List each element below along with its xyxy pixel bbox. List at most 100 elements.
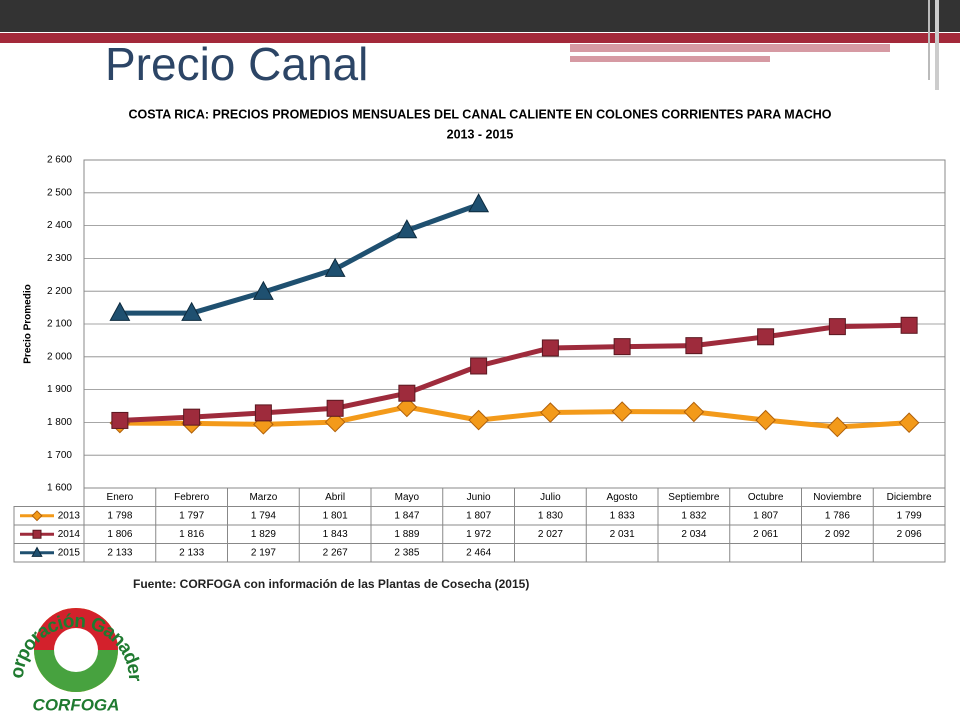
logo-name: CORFOGA <box>33 695 120 714</box>
x-tick-label: Marzo <box>249 492 277 503</box>
marker <box>611 401 633 422</box>
table-value: 1 801 <box>323 510 348 521</box>
marker <box>613 338 631 356</box>
marker <box>827 416 848 438</box>
legend-label: 2014 <box>58 529 81 540</box>
x-tick-label: Octubre <box>748 492 784 503</box>
table-value: 2 034 <box>681 529 706 540</box>
x-tick-label: Julio <box>540 492 561 503</box>
marker <box>470 357 488 375</box>
table-value: 1 889 <box>394 529 419 540</box>
legend-marker <box>32 529 42 539</box>
series-line <box>119 322 910 423</box>
y-tick-label: 2 100 <box>47 319 72 330</box>
table-value: 1 806 <box>107 529 132 540</box>
marker <box>898 412 920 434</box>
table-value: 1 847 <box>394 510 419 521</box>
x-tick-label: Mayo <box>395 492 420 503</box>
chart-title: COSTA RICA: PRECIOS PROMEDIOS MENSUALES … <box>128 107 831 121</box>
stripe-accent <box>570 56 770 62</box>
table-value: 2 267 <box>323 547 348 558</box>
table-value: 2 027 <box>538 529 563 540</box>
marker <box>324 411 346 433</box>
legend-marker <box>31 510 43 522</box>
marker <box>396 219 418 239</box>
marker <box>324 257 346 277</box>
table-value: 2 133 <box>107 547 132 558</box>
marker <box>183 408 201 426</box>
logo-center <box>54 628 98 672</box>
table-value: 2 385 <box>394 547 419 558</box>
marker <box>540 402 561 423</box>
table-value: 1 833 <box>610 510 635 521</box>
table-value: 2 197 <box>251 547 276 558</box>
y-tick-label: 1 800 <box>47 417 72 428</box>
marker <box>109 301 131 321</box>
marker <box>326 399 344 417</box>
marker <box>683 401 705 423</box>
x-tick-label: Agosto <box>607 492 639 503</box>
top-stripe <box>0 33 960 43</box>
table-value: 2 092 <box>825 529 850 540</box>
x-tick-label: Diciembre <box>887 492 932 503</box>
marker <box>828 318 846 336</box>
marker <box>111 411 129 429</box>
y-tick-label: 2 600 <box>47 155 72 166</box>
table-value: 2 031 <box>610 529 635 540</box>
y-tick-label: 2 400 <box>47 220 72 231</box>
y-tick-label: 2 000 <box>47 351 72 362</box>
y-tick-label: 1 700 <box>47 450 72 461</box>
table-value: 1 830 <box>538 510 563 521</box>
table-value: 2 464 <box>466 547 491 558</box>
y-tick-label: 1 600 <box>47 483 72 494</box>
marker <box>755 409 776 431</box>
table-value: 1 807 <box>466 510 491 521</box>
series-line <box>119 202 480 316</box>
table-value: 1 972 <box>466 529 491 540</box>
y-axis-label: Precio Promedio <box>23 284 34 363</box>
marker <box>541 339 559 357</box>
edge-line <box>935 0 939 90</box>
x-tick-label: Noviembre <box>813 492 862 503</box>
marker <box>181 301 203 321</box>
table-value: 1 797 <box>179 510 204 521</box>
table-value: 1 798 <box>107 510 132 521</box>
x-tick-label: Febrero <box>174 492 209 503</box>
legend-marker <box>31 546 43 557</box>
stripe-accent <box>570 44 890 52</box>
table-value: 1 807 <box>753 510 778 521</box>
table-value: 1 832 <box>681 510 706 521</box>
marker <box>900 316 918 334</box>
marker <box>685 337 703 355</box>
table-value: 1 786 <box>825 510 850 521</box>
x-tick-label: Abril <box>325 492 345 503</box>
y-tick-label: 1 900 <box>47 384 72 395</box>
table-value: 2 061 <box>753 529 778 540</box>
source-note: Fuente: CORFOGA con información de las P… <box>133 577 529 591</box>
table-value: 1 816 <box>179 529 204 540</box>
marker <box>252 280 274 300</box>
marker <box>396 396 418 418</box>
table-value: 2 133 <box>179 547 204 558</box>
series-line <box>119 404 910 430</box>
table-value: 2 096 <box>897 529 922 540</box>
legend-label: 2015 <box>58 547 81 558</box>
table-value: 1 799 <box>897 510 922 521</box>
edge-line <box>928 0 930 80</box>
x-tick-label: Enero <box>107 492 134 503</box>
chart-subtitle: 2013 - 2015 <box>447 127 514 141</box>
marker <box>468 193 490 213</box>
y-tick-label: 2 300 <box>47 253 72 264</box>
marker <box>398 384 416 402</box>
y-tick-label: 2 500 <box>47 187 72 198</box>
table-value: 1 829 <box>251 529 276 540</box>
x-tick-label: Junio <box>467 492 491 503</box>
marker <box>254 404 272 422</box>
table-value: 1 843 <box>323 529 348 540</box>
table-value: 1 794 <box>251 510 276 521</box>
legend-label: 2013 <box>58 510 81 521</box>
top-bar <box>0 0 960 32</box>
y-tick-label: 2 200 <box>47 286 72 297</box>
